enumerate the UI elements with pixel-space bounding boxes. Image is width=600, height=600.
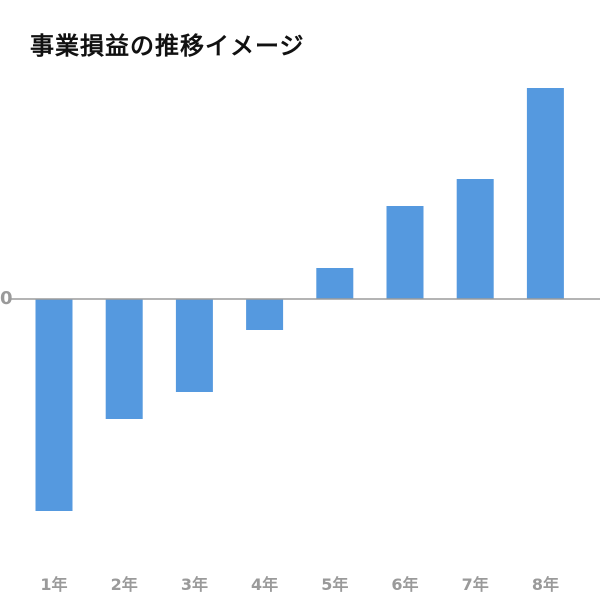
bar-8 bbox=[526, 88, 564, 299]
x-tick-label-8: 8年 bbox=[532, 575, 559, 594]
bar-1 bbox=[35, 299, 73, 511]
bar-3 bbox=[175, 299, 213, 392]
x-tick-label-2: 2年 bbox=[111, 575, 138, 594]
x-tick-label-4: 4年 bbox=[251, 575, 278, 594]
x-tick-label-5: 5年 bbox=[321, 575, 348, 594]
bar-7 bbox=[456, 179, 494, 299]
x-tick-labels: 1年 2年 3年 4年 5年 6年 7年 8年 bbox=[40, 575, 559, 594]
bars-layer bbox=[35, 88, 564, 511]
bar-6 bbox=[386, 206, 424, 299]
chart-title: 事業損益の推移イメージ bbox=[30, 32, 305, 60]
x-tick-label-6: 6年 bbox=[391, 575, 418, 594]
x-tick-label-3: 3年 bbox=[181, 575, 208, 594]
bar-4 bbox=[246, 299, 284, 330]
bar-5 bbox=[316, 268, 354, 299]
bar-2 bbox=[105, 299, 143, 419]
x-tick-label-1: 1年 bbox=[40, 575, 67, 594]
x-tick-label-7: 7年 bbox=[462, 575, 489, 594]
y-tick-label-0: 0 bbox=[0, 288, 13, 309]
